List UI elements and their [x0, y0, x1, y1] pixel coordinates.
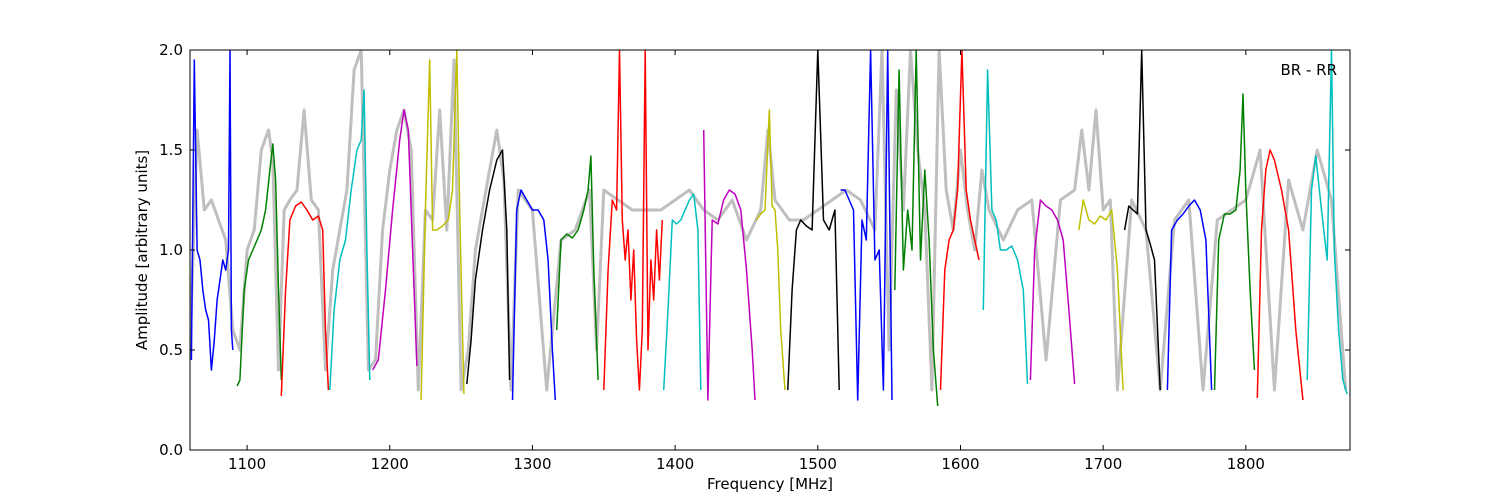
y-axis-label: Amplitude [arbitrary units] [133, 150, 151, 350]
x-tick-label: 1300 [513, 455, 551, 473]
series-line-21 [1166, 199, 1213, 391]
series-line-6 [466, 149, 511, 385]
y-tick-label: 2.0 [159, 41, 183, 59]
series-line-17 [982, 69, 1029, 385]
series-line-0 [190, 50, 234, 371]
y-tick-label: 1.0 [159, 241, 183, 259]
chart-annotation: BR - RR [1280, 61, 1337, 79]
background-series-layer [190, 50, 1348, 392]
series-line-16 [939, 50, 980, 391]
series-line-14 [840, 50, 893, 401]
x-tick-label: 1100 [228, 455, 266, 473]
x-tick-label: 1700 [1084, 455, 1122, 473]
y-axis-ticks: 0.0 0.5 1.0 1.5 2.0 [159, 41, 1350, 459]
x-axis-ticks: 1100 1200 1300 1400 1500 1600 1700 1800 [228, 50, 1265, 473]
series-layer [190, 50, 1348, 407]
series-line-19 [1078, 199, 1124, 391]
series-line-7 [511, 189, 557, 401]
x-axis-label: Frequency [MHz] [707, 475, 833, 493]
series-line-4 [371, 109, 418, 371]
series-line-10 [662, 193, 702, 391]
series-line-13 [787, 50, 840, 391]
series-line-23 [1256, 149, 1304, 401]
x-tick-label: 1200 [371, 455, 409, 473]
y-tick-label: 0.5 [159, 341, 183, 359]
series-line-22 [1213, 93, 1256, 391]
series-line-8 [555, 155, 599, 381]
series-line-1 [236, 143, 283, 387]
series-line-9 [603, 50, 664, 391]
x-tick-label: 1600 [941, 455, 979, 473]
x-tick-label: 1500 [799, 455, 837, 473]
series-line-2 [280, 201, 330, 397]
series-line-24 [1306, 50, 1348, 395]
series-line-20 [1123, 50, 1161, 391]
x-tick-label: 1800 [1227, 455, 1265, 473]
background-series-line [190, 50, 1348, 392]
series-line-18 [1029, 199, 1076, 385]
x-tick-label: 1400 [656, 455, 694, 473]
y-tick-label: 0.0 [159, 441, 183, 459]
series-line-3 [329, 89, 371, 391]
y-tick-label: 1.5 [159, 141, 183, 159]
series-line-5 [420, 50, 465, 401]
series-line-12 [755, 109, 786, 391]
series-line-11 [702, 129, 756, 401]
series-line-15 [894, 50, 939, 407]
